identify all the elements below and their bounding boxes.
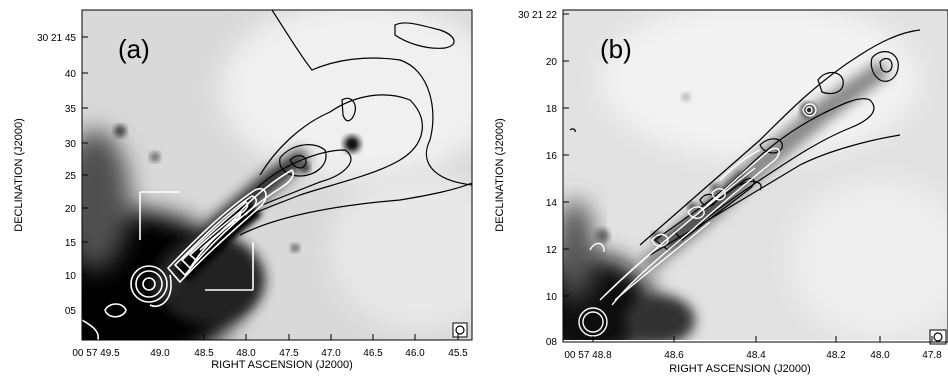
panel-b-contours-black xyxy=(569,29,921,256)
y-tick-label: 05 xyxy=(65,306,77,317)
x-tick-label: 00 57 48.8 xyxy=(564,350,612,361)
panel-b-ytick-marks xyxy=(563,13,569,297)
y-tick-label: 30 21 22 xyxy=(518,10,557,21)
panel-b-contours-white xyxy=(578,103,817,337)
y-tick-label: 12 xyxy=(546,245,558,256)
y-tick-label: 30 21 45 xyxy=(37,33,76,44)
x-tick-label: 48.6 xyxy=(664,350,684,361)
panel-b-xticks: 00 57 48.8 48.6 48.4 48.2 48.0 47.8 xyxy=(564,350,942,361)
x-tick-label: 48.5 xyxy=(194,348,214,359)
panel-b-ylabel: DECLINATION (J2000) xyxy=(494,118,506,232)
x-tick-label: 00 57 49.5 xyxy=(72,348,120,359)
x-tick-label: 49.0 xyxy=(150,348,170,359)
y-tick-label: 20 xyxy=(65,204,77,215)
x-tick-label: 47.5 xyxy=(279,348,299,359)
y-tick-label: 08 xyxy=(546,337,558,348)
panel-a-yticks: 30 21 45 40 35 30 25 20 15 10 05 xyxy=(37,33,76,317)
panel-a-image xyxy=(82,10,472,340)
y-tick-label: 10 xyxy=(546,292,558,303)
y-tick-label: 18 xyxy=(546,104,558,115)
y-tick-label: 40 xyxy=(65,69,77,80)
y-tick-label: 10 xyxy=(65,271,77,282)
y-tick-label: 16 xyxy=(546,151,558,162)
y-tick-label: 20 xyxy=(546,57,558,68)
panel-a: (a) 30 21 45 40 35 30 25 20 15 10 05 00 … xyxy=(13,9,473,371)
x-tick-label: 46.5 xyxy=(363,348,383,359)
x-tick-label: 47.0 xyxy=(321,348,341,359)
x-tick-label: 45.5 xyxy=(448,348,468,359)
panel-a-contours-black xyxy=(239,10,472,236)
y-tick-label: 15 xyxy=(65,238,77,249)
x-tick-label: 48.2 xyxy=(826,350,846,361)
panel-a-contours-white xyxy=(82,168,295,340)
panel-a-xticks: 00 57 49.5 49.0 48.5 48.0 47.5 47.0 46.5… xyxy=(72,348,468,359)
panel-b-yticks: 30 21 22 20 18 16 14 12 10 08 xyxy=(518,10,557,348)
x-tick-label: 47.8 xyxy=(922,350,942,361)
panel-a-xlabel: RIGHT ASCENSION (J2000) xyxy=(211,359,353,371)
x-tick-label: 48.4 xyxy=(746,350,766,361)
x-tick-label: 48.0 xyxy=(870,350,890,361)
y-tick-label: 35 xyxy=(65,104,77,115)
panel-a-label: (a) xyxy=(118,34,150,64)
y-tick-label: 25 xyxy=(65,171,77,182)
panel-b-beam-marker xyxy=(929,329,947,345)
y-tick-label: 30 xyxy=(65,139,77,150)
panel-b: (b) 30 21 22 20 18 16 14 12 10 08 00 57 … xyxy=(494,9,948,375)
panel-a-xtick-marks xyxy=(116,334,459,340)
y-tick-label: 14 xyxy=(546,198,558,209)
x-tick-label: 46.0 xyxy=(405,348,425,359)
panel-b-label: (b) xyxy=(600,34,632,64)
panel-b-xlabel: RIGHT ASCENSION (J2000) xyxy=(669,363,811,375)
panel-a-ylabel: DECLINATION (J2000) xyxy=(13,118,25,232)
x-tick-label: 48.0 xyxy=(236,348,256,359)
panel-b-xtick-marks xyxy=(592,336,933,342)
panel-a-ytick-marks xyxy=(82,36,88,311)
panel-a-beam-marker xyxy=(452,322,468,338)
